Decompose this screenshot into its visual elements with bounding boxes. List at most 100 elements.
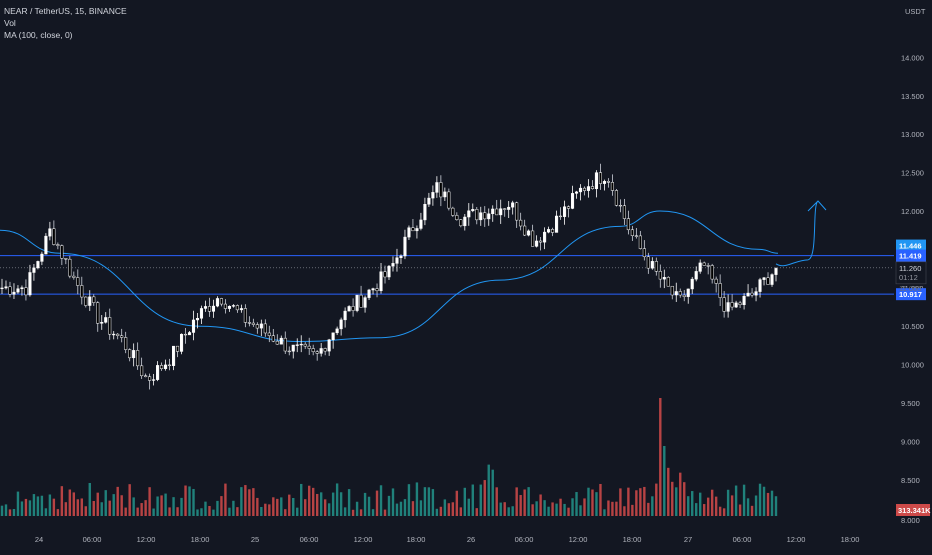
volume-bar bbox=[683, 482, 686, 516]
candle-body bbox=[622, 205, 626, 219]
candle-body bbox=[638, 235, 642, 249]
price-tick-label: 8.000 bbox=[901, 516, 920, 525]
volume-bar bbox=[702, 504, 706, 516]
volume-bar bbox=[507, 507, 510, 516]
price-tick-label: 13.500 bbox=[901, 92, 924, 101]
volume-bar bbox=[762, 486, 766, 516]
candle-body bbox=[630, 229, 634, 236]
candle-body bbox=[451, 207, 455, 216]
volume-bar bbox=[579, 505, 582, 516]
volume-bar bbox=[499, 502, 502, 516]
candle-body bbox=[586, 186, 591, 191]
volume-bar bbox=[16, 491, 20, 516]
candle-body bbox=[175, 345, 180, 352]
volume-bar bbox=[443, 499, 447, 516]
upper-level-badge: 11.419 bbox=[899, 252, 922, 261]
volume-bar bbox=[687, 496, 690, 516]
volume-bar bbox=[742, 484, 746, 516]
volume-bar bbox=[232, 500, 235, 516]
volume-bar bbox=[695, 503, 698, 516]
symbol-title[interactable]: NEAR / TetherUS, 15, BINANCE bbox=[4, 6, 127, 16]
volume-bar bbox=[491, 469, 494, 516]
candle-body bbox=[395, 257, 399, 264]
volume-bar bbox=[156, 496, 159, 516]
candle-body bbox=[76, 277, 80, 286]
candle-body bbox=[80, 285, 84, 298]
time-tick-label: 12:00 bbox=[137, 535, 156, 544]
candle-body bbox=[626, 218, 630, 231]
volume-bar bbox=[583, 498, 586, 516]
countdown-badge: 01:12 bbox=[899, 273, 918, 282]
candle-body bbox=[255, 324, 259, 329]
volume-bar bbox=[52, 498, 56, 516]
volume-bar bbox=[180, 497, 183, 516]
candle-body bbox=[511, 202, 515, 208]
volume-bar bbox=[691, 491, 694, 516]
volume-bar bbox=[391, 488, 395, 516]
projection-arrow[interactable] bbox=[775, 200, 827, 267]
candle-body bbox=[551, 229, 555, 233]
candle-body bbox=[100, 322, 104, 324]
price-tick-label: 14.000 bbox=[901, 53, 924, 62]
candle-body bbox=[84, 296, 88, 306]
candle-body bbox=[754, 291, 758, 296]
volume-bar bbox=[655, 483, 658, 516]
volume-bar bbox=[635, 490, 638, 516]
volume-bar bbox=[367, 496, 371, 516]
candle-body bbox=[427, 197, 431, 205]
candle-body bbox=[403, 236, 407, 257]
candle-body bbox=[503, 208, 507, 210]
volume-bar bbox=[375, 490, 379, 516]
volume-bar bbox=[659, 398, 662, 516]
time-tick-label: 06:00 bbox=[300, 535, 319, 544]
volume-bar bbox=[196, 509, 199, 516]
candle-body bbox=[646, 256, 650, 269]
volume-bar bbox=[515, 487, 518, 516]
volume-bar bbox=[467, 498, 470, 516]
volume-bar bbox=[164, 493, 167, 516]
volume-bar bbox=[48, 494, 52, 516]
time-tick-label: 06:00 bbox=[515, 535, 534, 544]
candle-body bbox=[168, 364, 172, 366]
volume-bar bbox=[120, 495, 123, 516]
candle-body bbox=[44, 235, 48, 255]
candle-body bbox=[447, 191, 451, 209]
candle-body bbox=[455, 215, 459, 220]
candle-body bbox=[239, 308, 243, 311]
volume-bar bbox=[72, 492, 76, 516]
volume-bar bbox=[539, 494, 542, 516]
candle-body bbox=[666, 277, 670, 287]
volume-indicator-label[interactable]: Vol bbox=[4, 18, 16, 28]
volume-bar bbox=[607, 500, 610, 516]
candle-body bbox=[383, 271, 387, 278]
volume-bar bbox=[455, 490, 459, 516]
ma-indicator-label[interactable]: MA (100, close, 0) bbox=[4, 30, 73, 40]
candle-body bbox=[120, 335, 124, 338]
candle-body bbox=[164, 364, 168, 369]
candle-body bbox=[315, 351, 319, 354]
candle-body bbox=[435, 182, 439, 193]
candle-body bbox=[283, 337, 287, 352]
volume-bar bbox=[619, 488, 622, 516]
candle-body bbox=[459, 219, 463, 227]
candle-body bbox=[40, 253, 44, 262]
time-tick-label: 12:00 bbox=[569, 535, 588, 544]
volume-bar bbox=[280, 497, 283, 516]
volume-bar bbox=[451, 502, 455, 516]
volume-bar bbox=[523, 489, 526, 516]
time-tick-label: 18:00 bbox=[191, 535, 210, 544]
candle-body bbox=[96, 302, 100, 324]
volume-bar bbox=[575, 492, 578, 516]
volume-bar bbox=[4, 504, 8, 516]
volume-bar bbox=[204, 501, 207, 516]
volume-bars bbox=[0, 398, 778, 516]
volume-bar bbox=[639, 488, 642, 516]
volume-bar bbox=[292, 497, 295, 516]
volume-bar bbox=[371, 509, 375, 516]
candle-body bbox=[535, 240, 539, 247]
candle-body bbox=[750, 292, 754, 296]
time-axis[interactable]: 24 06:00 12:00 18:00 25 06:00 12:00 18:00 26 06:0… bbox=[35, 535, 860, 544]
candle-body bbox=[32, 267, 36, 273]
